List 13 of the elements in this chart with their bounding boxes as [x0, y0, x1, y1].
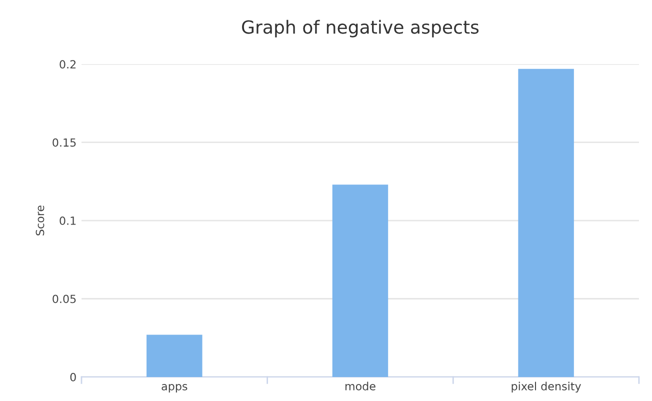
x-tick-label: mode	[345, 382, 376, 390]
bar	[146, 334, 202, 377]
y-axis-title: Score	[36, 206, 44, 236]
y-tick-label: 0.2	[60, 60, 76, 69]
y-tick-label: 0	[70, 372, 76, 382]
x-tick-label: pixel density	[512, 382, 581, 393]
y-tick-label: 0.15	[52, 138, 76, 147]
x-tick-label: apps	[162, 384, 188, 393]
y-tick-label: 0.05	[52, 294, 76, 304]
bar	[332, 184, 388, 377]
bar	[518, 68, 574, 377]
chart-title: Graph of negative aspects	[242, 20, 479, 38]
y-tick-label: 0.1	[60, 216, 76, 225]
